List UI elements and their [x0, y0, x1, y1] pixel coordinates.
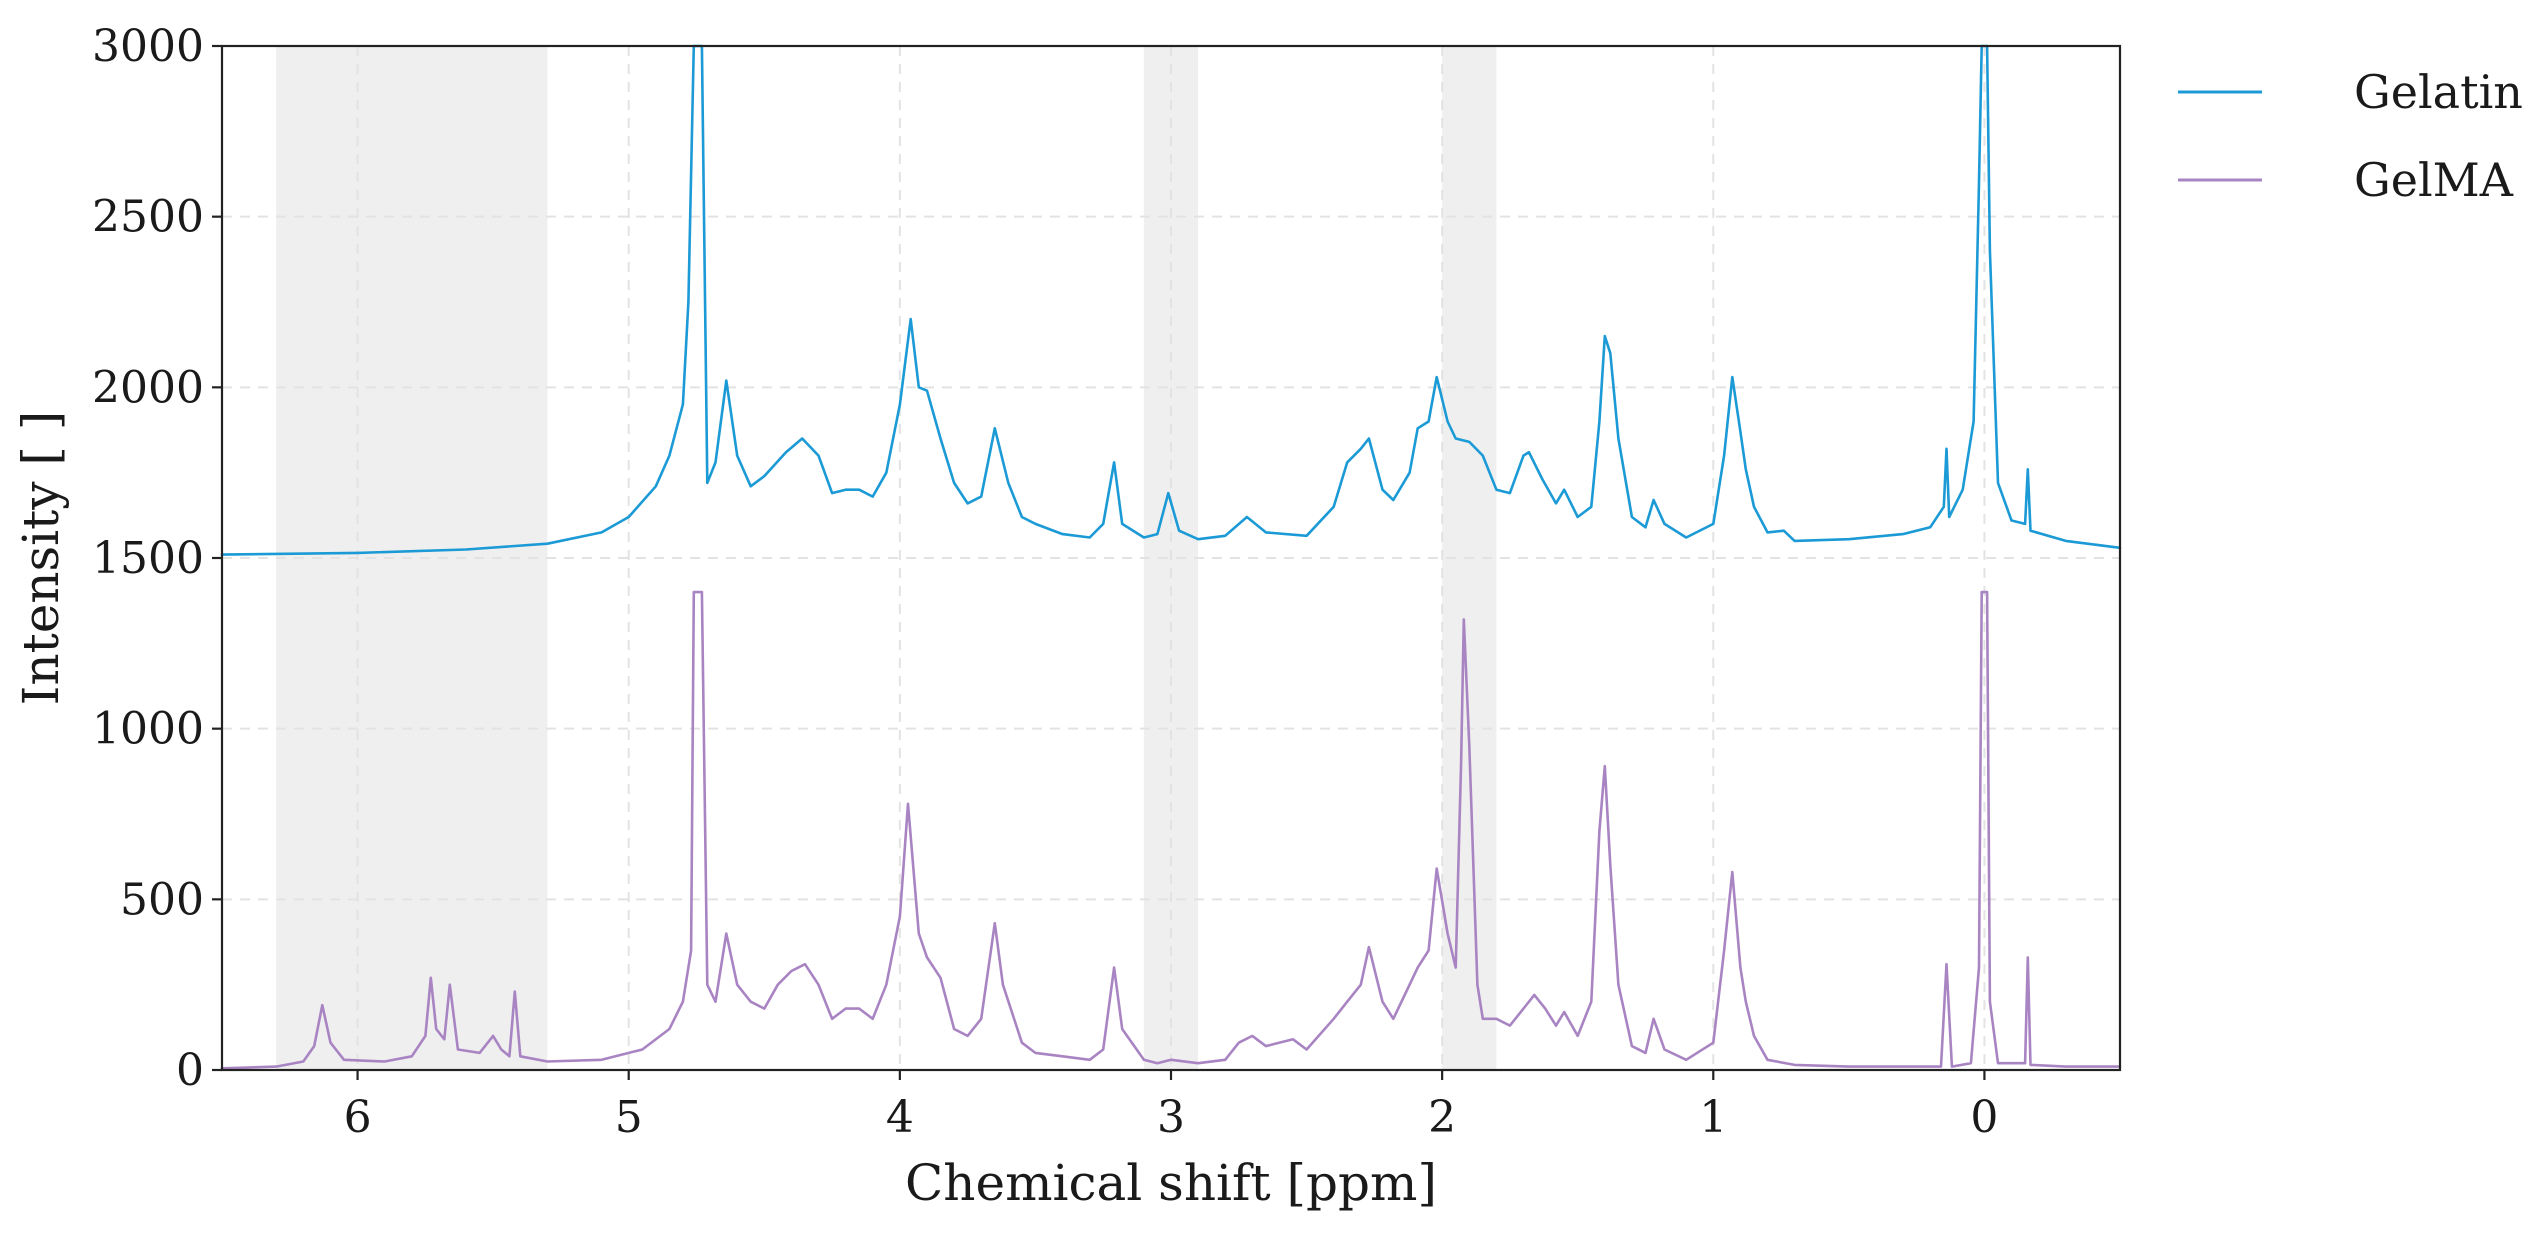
x-tick-label: 5: [615, 1092, 643, 1143]
series-line-gelatin: [220, 44, 2122, 556]
y-tick-label: 2500: [92, 192, 204, 243]
x-tick-label: 4: [886, 1092, 914, 1143]
series-line-gelma: [220, 590, 2122, 1070]
y-axis-label: Intensity [ ]: [12, 411, 70, 706]
y-tick-label: 1000: [92, 704, 204, 755]
x-tick-label: 3: [1157, 1092, 1185, 1143]
x-tick-label: 6: [344, 1092, 372, 1143]
x-tick-label: 0: [1970, 1092, 1998, 1143]
legend-label-gelatin: Gelatin: [2354, 65, 2523, 119]
x-tick-label: 2: [1428, 1092, 1456, 1143]
y-tick-label: 500: [120, 874, 204, 925]
x-tick-label: 1: [1699, 1092, 1727, 1143]
y-tick-label: 3000: [92, 21, 204, 72]
y-tick-label: 0: [176, 1045, 204, 1096]
legend: Gelatin GelMA: [2178, 65, 2523, 207]
x-axis-label: Chemical shift [ppm]: [905, 1154, 1437, 1212]
legend-label-gelma: GelMA: [2354, 153, 2514, 207]
y-tick-label: 1500: [92, 533, 204, 584]
y-axis-ticks: 0 500 1000 1500 2000 2500 3000: [92, 21, 222, 1096]
series-lines: [220, 44, 2122, 1070]
y-tick-label: 2000: [92, 362, 204, 413]
x-axis-ticks: 6 5 4 3 2 1 0: [344, 1070, 1998, 1143]
